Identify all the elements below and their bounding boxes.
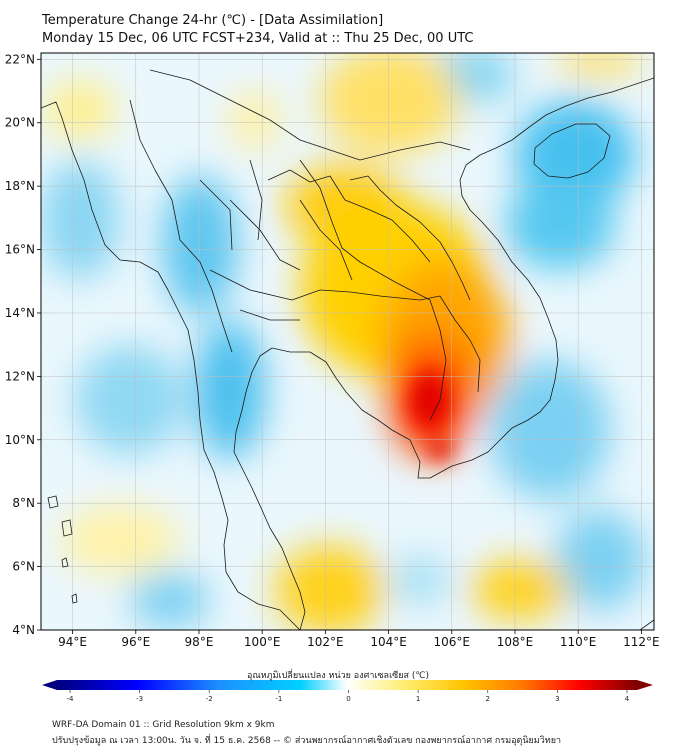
lat-label: 4°N <box>12 623 35 637</box>
plot-frame <box>40 52 655 631</box>
colorbar-tick-label: -2 <box>206 695 213 703</box>
laos-vietnam-border <box>349 175 471 301</box>
graticule <box>41 53 654 630</box>
mekong-river <box>299 159 447 421</box>
gulf-of-thailand-coast <box>233 77 654 630</box>
colorbar-min-arrow <box>42 680 57 690</box>
thai-lao-border <box>267 169 431 263</box>
islands <box>47 495 78 604</box>
thai-provinces <box>199 159 353 321</box>
lat-label: 8°N <box>12 496 35 510</box>
lon-label: 98°E <box>185 635 214 649</box>
cambodia-border <box>319 289 481 393</box>
footer-domain-info: WRF-DA Domain 01 :: Grid Resolution 9km … <box>52 720 275 730</box>
bay-of-bengal-coast <box>41 101 301 630</box>
lon-label: 100°E <box>244 635 281 649</box>
temperature-field <box>41 53 654 630</box>
colorbar-tick-label: 1 <box>416 695 420 703</box>
colorbar-max-arrow <box>637 680 653 690</box>
colorbar-tick-label: 3 <box>555 695 559 703</box>
lat-label: 22°N <box>5 52 35 66</box>
lat-label: 20°N <box>5 116 35 130</box>
myanmar-thailand-border <box>129 99 233 353</box>
lon-label: 110°E <box>560 635 597 649</box>
china-border <box>149 69 471 161</box>
footer-credit: ปรับปรุงข้อมูล ณ เวลา 13:00น. วัน จ. ที่… <box>52 736 562 746</box>
colorbar-label: อุณหภูมิเปลี่ยนแปลง หน่วย องศาเซลเซียส (… <box>246 671 430 681</box>
hainan-coast <box>533 123 611 179</box>
colorbar-tick-label: 2 <box>486 695 490 703</box>
lat-label: 6°N <box>12 560 35 574</box>
lat-label: 14°N <box>5 306 35 320</box>
colorbar-tick-label: -4 <box>67 695 75 703</box>
lon-label: 102°E <box>307 635 344 649</box>
lon-label: 108°E <box>497 635 534 649</box>
colorbar-ticks: -4 -3 -2 -1 0 1 2 3 4 <box>67 690 630 703</box>
lon-label: 106°E <box>434 635 471 649</box>
lat-label: 10°N <box>5 433 35 447</box>
colorbar-ramp <box>57 680 637 690</box>
lon-label: 96°E <box>121 635 150 649</box>
colorbar-tick-label: -3 <box>136 695 143 703</box>
colorbar-tick-label: 0 <box>346 695 350 703</box>
longitude-axis: 94°E 96°E 98°E 100°E 102°E 104°E 106°E 108°E 110… <box>58 630 660 649</box>
lat-label: 18°N <box>5 179 35 193</box>
map-title: Temperature Change 24-hr (℃) - [Data Ass… <box>42 13 384 28</box>
colorbar: -4 -3 -2 -1 0 1 2 3 4 <box>42 680 653 703</box>
lat-label: 12°N <box>5 369 35 383</box>
lat-label: 16°N <box>5 243 35 257</box>
map-subtitle: Monday 15 Dec, 06 UTC FCST+234, Valid at… <box>42 31 474 46</box>
lon-label: 104°E <box>370 635 407 649</box>
island-borneo-coast <box>639 619 654 630</box>
colorbar-tick-label: -1 <box>275 695 282 703</box>
coastlines-borders <box>41 69 654 630</box>
colorbar-tick-label: 4 <box>625 695 630 703</box>
lon-label: 94°E <box>58 635 87 649</box>
lon-label: 112°E <box>623 635 660 649</box>
latitude-axis: 22°N 20°N 18°N 16°N 14°N 12°N 10°N 8°N 6°N 4°N <box>5 52 41 637</box>
